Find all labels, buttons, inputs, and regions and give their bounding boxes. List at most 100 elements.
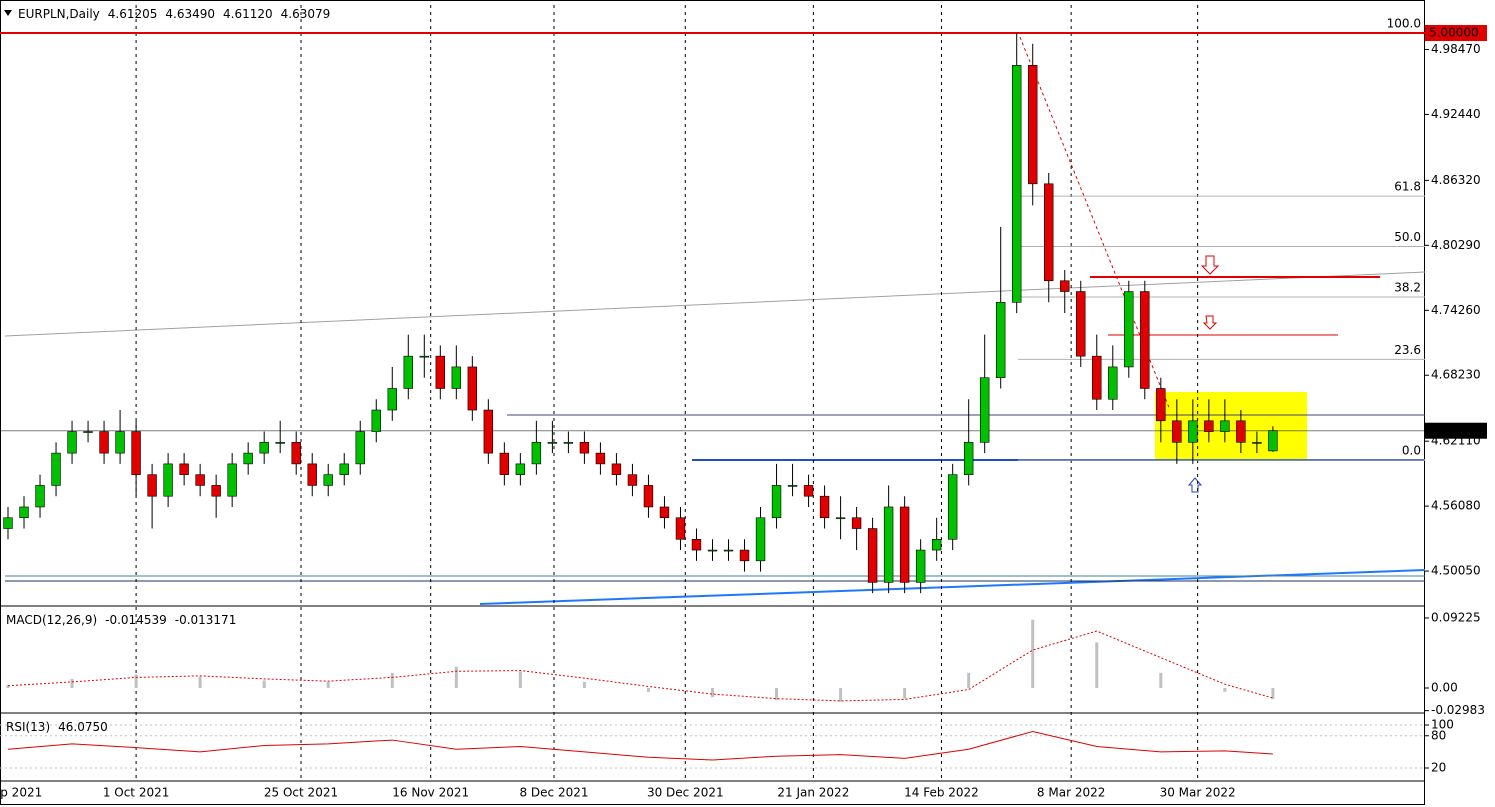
indicator-name: EURPLN,Daily (18, 7, 100, 21)
candle-body (1252, 442, 1262, 444)
indicator-name: RSI(13) (6, 720, 50, 734)
candle-body (1220, 420, 1230, 432)
candle-body (883, 506, 894, 583)
header-value: -0.014539 (105, 613, 167, 627)
y-tick-label: 4.68230 (1431, 368, 1481, 382)
candle-body (1124, 291, 1134, 368)
indicator-header: RSI(13) 46.0750 (6, 720, 108, 734)
candle-body (579, 442, 590, 454)
candle-body (595, 452, 606, 465)
fib-label: 38.2 (1394, 280, 1421, 294)
indicator-name: MACD(12,26,9) (6, 613, 97, 627)
y-tick-label: 4.98470 (1431, 42, 1481, 56)
candle-body (739, 549, 750, 562)
candle-body (1044, 183, 1054, 282)
y-tick-label: 4.56080 (1431, 499, 1481, 513)
candle-body (1028, 65, 1038, 185)
candle-body (691, 538, 702, 551)
candle-body (1140, 291, 1150, 389)
x-tick-label: 1 Oct 2021 (103, 786, 170, 800)
fib-label: 50.0 (1394, 230, 1421, 244)
candle-body (35, 485, 45, 508)
candle-body (275, 442, 285, 444)
candle-body (675, 517, 686, 540)
candle-body (195, 474, 205, 486)
candle-body (163, 463, 173, 497)
candle-body (899, 506, 910, 583)
candle-body (1172, 420, 1182, 443)
candle-body (179, 463, 189, 475)
fib-label: 61.8 (1394, 180, 1421, 194)
candle-body (115, 431, 125, 454)
fib-trend (1019, 36, 1171, 411)
y-tick-label: 4.74260 (1431, 303, 1481, 317)
x-tick-label: 8 Mar 2022 (1037, 786, 1105, 800)
candle-body (227, 463, 237, 497)
y-tick-label: 4.92440 (1431, 107, 1481, 121)
candle-body (707, 549, 718, 552)
y-tick-label: 4.50050 (1431, 564, 1481, 578)
signal-line (7, 630, 1274, 702)
chart-layer: 9 Sep 2021 1 Oct 2021 25 Oct 2021 16 Nov 20… (0, 5, 1487, 800)
candle-body (979, 377, 990, 443)
fib-label: 0.0 (1402, 444, 1421, 458)
candle-body (435, 355, 446, 389)
candle-body (467, 366, 478, 411)
candle-body (483, 409, 494, 454)
y-tick-label: 100 (1431, 718, 1454, 732)
y-tick-label: -0.02983 (1431, 703, 1485, 717)
candle-body (1268, 430, 1278, 452)
header-value: -0.013171 (175, 613, 237, 627)
candle-body (131, 431, 141, 475)
candle-body (19, 506, 29, 519)
x-tick-label: 9 Sep 2021 (0, 786, 42, 800)
candle-body (659, 506, 670, 519)
candle-body (931, 538, 942, 551)
candle-body (723, 549, 734, 552)
candle-body (403, 355, 413, 389)
candle-body (1204, 420, 1214, 432)
down-arrow (1200, 255, 1220, 275)
candle-body (451, 366, 462, 389)
x-tick-label: 16 Nov 2021 (392, 786, 469, 800)
price-label-box (1425, 25, 1487, 42)
candle-body (387, 388, 397, 411)
header-value: 4.61120 (223, 7, 273, 21)
candle-body (771, 485, 782, 519)
candle-body (915, 549, 926, 583)
candle-body (3, 517, 13, 529)
candle-body (963, 442, 974, 475)
candle-body (259, 442, 269, 454)
y-tick-label: 4.86320 (1431, 173, 1481, 187)
x-tick-label: 8 Dec 2021 (519, 786, 588, 800)
candle-body (851, 517, 862, 529)
price-label: 4.63079 (1429, 423, 1479, 437)
candle-body (627, 474, 638, 486)
candle-body (99, 431, 109, 454)
candle-body (643, 485, 654, 508)
x-tick-label: 21 Jan 2022 (777, 786, 849, 800)
header-value: 46.0750 (58, 720, 108, 734)
candle-body (371, 409, 381, 432)
y-tick-label: 80 (1431, 728, 1446, 742)
indicator-header: EURPLN,Daily 4.61205 4.63490 4.61120 4.63079 (18, 7, 330, 21)
candle-body (835, 517, 846, 520)
candle-body (1108, 366, 1118, 400)
candle-body (819, 495, 830, 519)
candle-body (1188, 420, 1198, 443)
down-arrow (1202, 315, 1218, 330)
candle-body (803, 485, 814, 497)
y-tick-label: 4.80290 (1431, 238, 1481, 252)
header-value: 4.63079 (281, 7, 331, 21)
candle-body (515, 463, 526, 475)
candle-body (947, 474, 958, 540)
candle-body (307, 463, 317, 486)
candle-body (1060, 280, 1070, 292)
header-value: 4.63490 (165, 7, 215, 21)
y-tick-label: 0.09225 (1431, 610, 1481, 624)
candle-body (1236, 420, 1246, 443)
candle-body (323, 474, 333, 486)
candle-body (995, 302, 1006, 379)
candle-body (1012, 65, 1022, 303)
